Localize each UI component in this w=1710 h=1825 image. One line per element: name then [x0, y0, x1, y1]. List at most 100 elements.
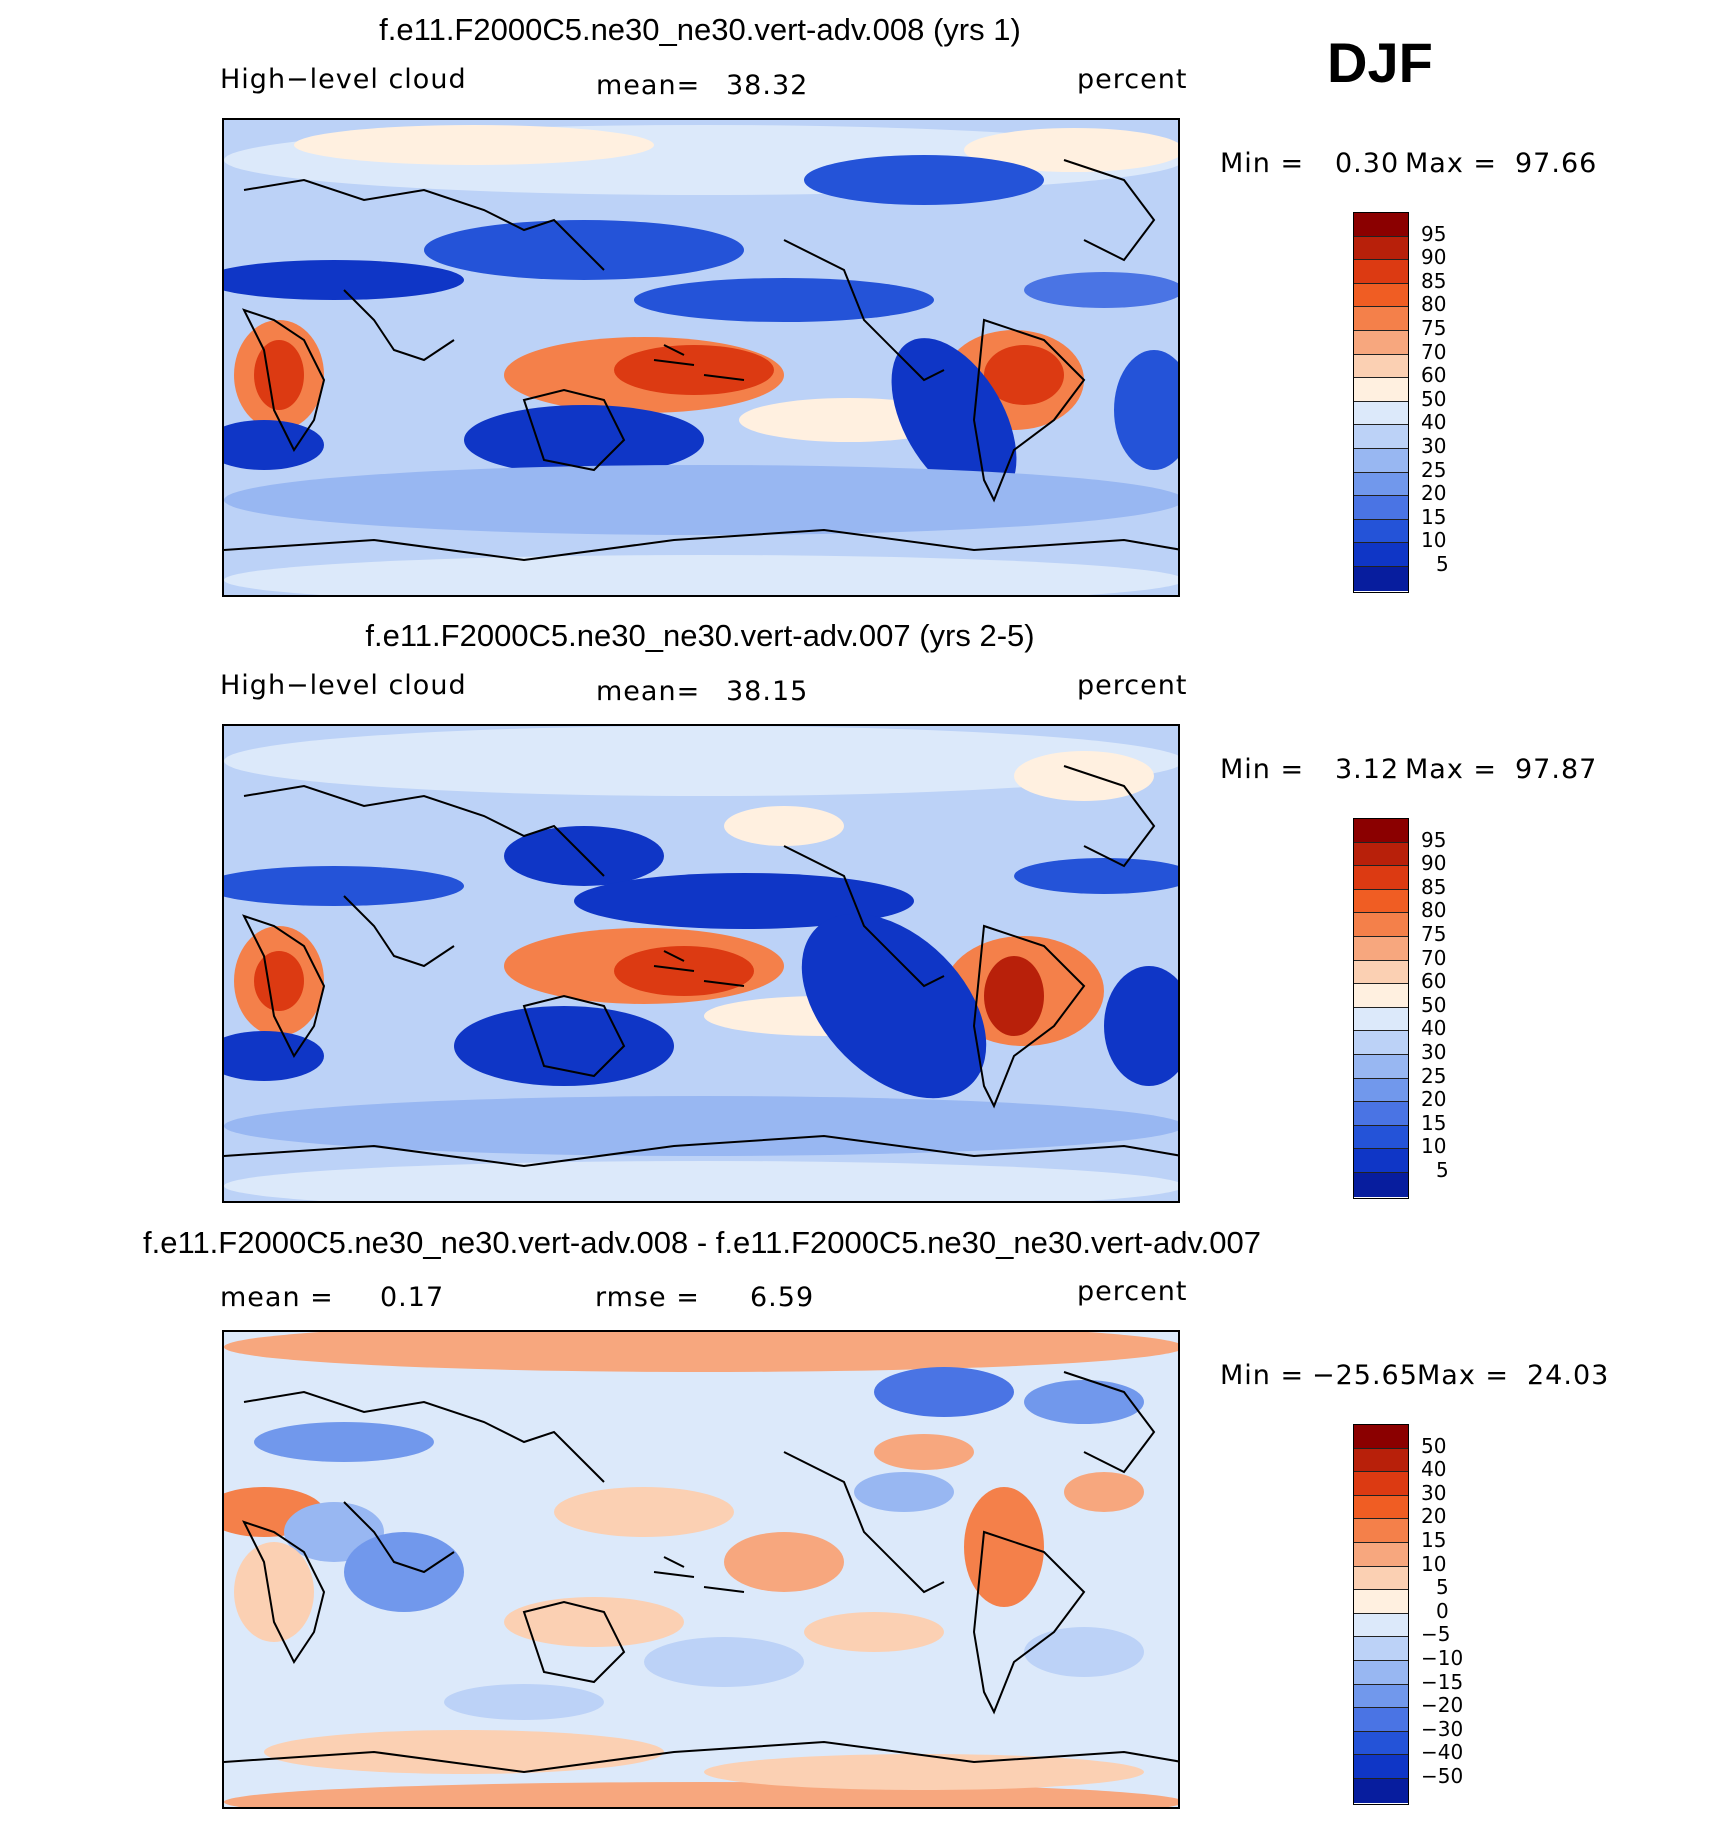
colorbar-box [1354, 543, 1408, 567]
colorbar-box [1354, 842, 1408, 867]
panel2-max-value: 97.87 [1515, 754, 1598, 785]
colorbar-box [1354, 1684, 1408, 1709]
colorbar-box [1354, 448, 1408, 473]
colorbar-box [1354, 936, 1408, 961]
colorbar-box [1354, 819, 1408, 843]
colorbar-tick-label: 10 [1421, 1134, 1447, 1159]
colorbar-tick-label: 90 [1421, 245, 1447, 270]
colorbar-tick-label: 15 [1421, 504, 1447, 529]
panel3-colorbar [1353, 1424, 1409, 1805]
panel2-max-label: Max = [1405, 754, 1498, 785]
colorbar-tick-label: −50 [1421, 1764, 1464, 1788]
colorbar-box [1354, 1755, 1408, 1779]
colorbar-box [1354, 260, 1408, 284]
colorbar-tick-label: 5 [1436, 1575, 1449, 1600]
colorbar-tick-label: 50 [1421, 386, 1447, 411]
colorbar-box [1354, 213, 1408, 237]
colorbar-tick-label: 85 [1421, 268, 1447, 293]
panel3-rmse-label: rmse = [595, 1282, 700, 1313]
colorbar-tick-label: −30 [1421, 1716, 1464, 1741]
colorbar-box [1354, 1708, 1408, 1732]
panel3-min-label: Min = [1220, 1360, 1305, 1391]
colorbar-box [1354, 1102, 1408, 1126]
colorbar-box [1354, 1448, 1408, 1473]
colorbar-box [1354, 1172, 1408, 1197]
panel3-max-label: Max = [1417, 1360, 1510, 1391]
colorbar-tick-label: 25 [1421, 457, 1447, 482]
panel2-min-value: 3.12 [1335, 754, 1400, 785]
colorbar-tick-label: −40 [1421, 1740, 1464, 1765]
colorbar-box [1354, 1149, 1408, 1173]
colorbar-tick-label: 30 [1421, 1040, 1447, 1064]
panel1-field [224, 125, 1178, 595]
panel3-field [224, 1332, 1178, 1807]
colorbar-box [1354, 401, 1408, 426]
colorbar-box [1354, 519, 1408, 544]
panel3-max-value: 24.03 [1527, 1360, 1610, 1391]
colorbar-tick-label: 10 [1421, 1551, 1447, 1576]
colorbar-box [1354, 1472, 1408, 1496]
colorbar-tick-label: 20 [1421, 1504, 1447, 1529]
panel1-map-svg [224, 120, 1178, 595]
panel2-map-svg [224, 726, 1178, 1201]
colorbar-tick-label: −15 [1421, 1669, 1464, 1694]
colorbar-tick-label: 70 [1421, 339, 1447, 364]
panel3-map-svg [224, 1332, 1178, 1807]
panel2-units: percent [1077, 670, 1188, 701]
panel1-title: f.e11.F2000C5.ne30_ne30.vert-adv.008 (yr… [379, 12, 1021, 47]
colorbar-box [1354, 1660, 1408, 1685]
panel1-max-value: 97.66 [1515, 148, 1598, 179]
panel1-max-label: Max = [1405, 148, 1498, 179]
panel2-coastlines [224, 765, 1178, 1168]
colorbar-tick-label: 15 [1421, 1528, 1447, 1552]
panel1-mean-value: 38.32 [726, 70, 809, 101]
colorbar-box [1354, 307, 1408, 331]
colorbar-tick-label: −10 [1421, 1646, 1464, 1670]
panel2-map [222, 724, 1180, 1203]
panel3-units: percent [1077, 1276, 1188, 1307]
colorbar-box [1354, 1519, 1408, 1543]
colorbar-tick-label: 90 [1421, 851, 1447, 876]
season-label: DJF [1327, 31, 1433, 94]
colorbar-box [1354, 1054, 1408, 1079]
colorbar-tick-label: 20 [1421, 481, 1447, 506]
colorbar-tick-label: 95 [1421, 221, 1447, 246]
colorbar-tick-label: 85 [1421, 874, 1447, 899]
colorbar-box [1354, 1731, 1408, 1756]
panel1-map [222, 118, 1180, 597]
panel1-variable: High−level cloud [220, 64, 467, 95]
panel1-colorbar [1353, 212, 1409, 593]
panel1-mean-label: mean= [596, 70, 701, 101]
panel3-rmse-value: 6.59 [750, 1282, 815, 1313]
colorbar-box [1354, 1495, 1408, 1520]
colorbar-box [1354, 1590, 1408, 1614]
colorbar-box [1354, 889, 1408, 914]
colorbar-tick-label: 80 [1421, 898, 1447, 923]
colorbar-box [1354, 1778, 1408, 1803]
colorbar-box [1354, 425, 1408, 449]
colorbar-box [1354, 1007, 1408, 1032]
colorbar-tick-label: 30 [1421, 1480, 1447, 1505]
colorbar-tick-label: 80 [1421, 292, 1447, 317]
colorbar-box [1354, 236, 1408, 261]
colorbar-tick-label: 40 [1421, 1016, 1447, 1041]
colorbar-tick-label: 40 [1421, 1457, 1447, 1482]
panel3-mean-label: mean = [220, 1282, 334, 1313]
colorbar-tick-label: −20 [1421, 1693, 1464, 1718]
colorbar-box [1354, 1078, 1408, 1103]
colorbar-tick-label: −5 [1421, 1622, 1451, 1647]
colorbar-tick-label: 30 [1421, 434, 1447, 458]
colorbar-box [1354, 283, 1408, 308]
colorbar-box [1354, 1637, 1408, 1661]
panel2-min-label: Min = [1220, 754, 1305, 785]
colorbar-box [1354, 354, 1408, 379]
colorbar-box [1354, 472, 1408, 497]
panel2-variable: High−level cloud [220, 670, 467, 701]
colorbar-box [1354, 1125, 1408, 1150]
colorbar-tick-label: 50 [1421, 992, 1447, 1017]
colorbar-tick-label: 5 [1436, 1158, 1449, 1182]
panel3-min-value: −25.65 [1312, 1360, 1418, 1391]
panel1-coastlines [224, 159, 1178, 562]
colorbar-box [1354, 378, 1408, 402]
panel3-coastlines [224, 1371, 1178, 1774]
